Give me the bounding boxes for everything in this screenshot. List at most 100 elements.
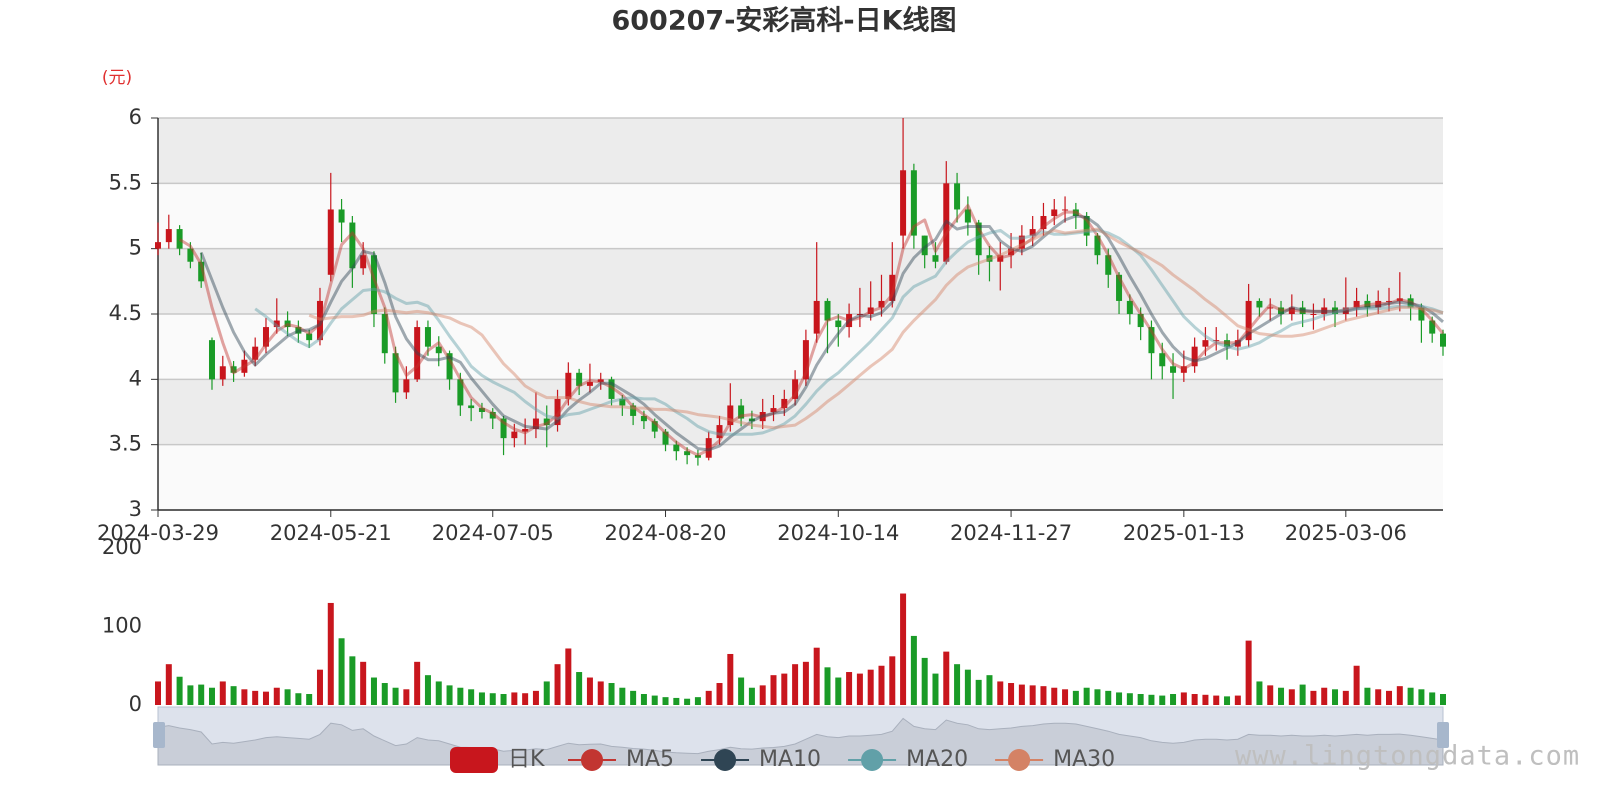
x-tick-label: 2024-05-21 bbox=[270, 521, 392, 545]
volume-tick-label: 200 bbox=[102, 535, 142, 559]
volume-bar bbox=[392, 687, 399, 705]
volume-bar bbox=[446, 685, 453, 705]
volume-bar bbox=[997, 681, 1004, 705]
candle-body bbox=[500, 418, 507, 439]
slider-handle-left[interactable] bbox=[153, 722, 165, 748]
volume-bar bbox=[662, 697, 669, 705]
candle-body bbox=[1364, 300, 1371, 308]
volume-bar bbox=[208, 687, 215, 705]
candle-body bbox=[1342, 307, 1349, 314]
chart-title: 600207-安彩高科-日K线图 bbox=[611, 5, 956, 37]
candle-body bbox=[1256, 300, 1263, 308]
volume-bar bbox=[1364, 687, 1371, 705]
candle-body bbox=[986, 255, 993, 262]
volume-bar bbox=[716, 683, 723, 705]
volume-bar bbox=[489, 693, 496, 705]
legend-label: MA10 bbox=[759, 747, 821, 772]
candle-body bbox=[824, 300, 831, 321]
volume-bar bbox=[241, 689, 248, 705]
volume-bar bbox=[295, 693, 302, 705]
candle-body bbox=[1105, 255, 1112, 275]
volume-bar bbox=[284, 689, 291, 705]
candle-body bbox=[792, 379, 799, 399]
candle-body bbox=[457, 379, 464, 406]
volume-bar bbox=[176, 676, 183, 705]
candle-body bbox=[1234, 340, 1241, 347]
y-tick-label: 4.5 bbox=[109, 301, 142, 325]
candle-body bbox=[651, 421, 658, 432]
candle-body bbox=[230, 366, 237, 373]
candle-body bbox=[1137, 314, 1144, 328]
volume-bar bbox=[1429, 692, 1436, 705]
volume-bar bbox=[1202, 694, 1209, 705]
candle-body bbox=[640, 415, 647, 422]
volume-bar bbox=[1170, 694, 1177, 705]
volume-bar bbox=[424, 675, 431, 705]
volume-bar bbox=[835, 677, 842, 705]
candle-body bbox=[489, 412, 496, 419]
candle-body bbox=[770, 408, 777, 412]
candle-body bbox=[1062, 209, 1069, 211]
candle-body bbox=[586, 381, 593, 386]
candle-body bbox=[511, 431, 518, 439]
volume-bar bbox=[1159, 695, 1166, 705]
candle-body bbox=[943, 183, 950, 262]
volume-bar bbox=[1375, 689, 1382, 705]
volume-bar bbox=[1353, 665, 1360, 705]
candle-body bbox=[198, 261, 205, 282]
candle-body bbox=[813, 300, 820, 334]
candle-body bbox=[1159, 353, 1166, 367]
candle-body bbox=[867, 307, 874, 314]
candle-body bbox=[576, 372, 583, 386]
volume-bar bbox=[370, 677, 377, 705]
volume-bar bbox=[155, 681, 161, 705]
volume-bar bbox=[554, 664, 561, 705]
candle-body bbox=[781, 398, 788, 409]
candle-body bbox=[1407, 298, 1414, 308]
candle-body bbox=[392, 353, 399, 393]
volume-bar bbox=[986, 675, 993, 705]
volume-bar bbox=[1234, 695, 1241, 705]
candle-body bbox=[370, 255, 377, 314]
volume-bar bbox=[1083, 687, 1090, 705]
candle-body bbox=[835, 320, 842, 328]
slider-handle-right[interactable] bbox=[1437, 722, 1449, 748]
candle-body bbox=[1278, 307, 1285, 314]
volume-bar bbox=[360, 661, 367, 705]
volume-bar bbox=[586, 677, 593, 705]
candle-body bbox=[1191, 346, 1198, 367]
candle-body bbox=[414, 327, 421, 380]
candle-body bbox=[554, 398, 561, 426]
legend-label: 日K bbox=[508, 747, 545, 772]
candle-body bbox=[241, 359, 248, 373]
candle-body bbox=[802, 340, 809, 380]
candle-body bbox=[1213, 340, 1220, 342]
volume-bar bbox=[219, 681, 226, 705]
volume-bar bbox=[327, 602, 334, 705]
candle-body bbox=[349, 222, 356, 269]
volume-bar bbox=[1051, 687, 1058, 705]
y-tick-label: 4 bbox=[129, 366, 142, 390]
legend-label: MA5 bbox=[626, 747, 674, 772]
volume-bar bbox=[1148, 694, 1155, 705]
candle-body bbox=[705, 438, 712, 458]
x-tick-label: 2024-03-29 bbox=[97, 521, 219, 545]
volume-bar bbox=[1267, 685, 1274, 705]
split-area bbox=[158, 183, 1443, 249]
volume-bar bbox=[1396, 686, 1403, 705]
volume-bar bbox=[1116, 692, 1123, 705]
candle-body bbox=[759, 412, 766, 422]
volume-bar bbox=[1440, 694, 1446, 705]
candle-body bbox=[360, 255, 367, 269]
volume-bar bbox=[468, 689, 475, 705]
volume-bar bbox=[457, 687, 464, 705]
volume-bar bbox=[802, 661, 809, 705]
candle-body bbox=[597, 379, 604, 382]
volume-bar bbox=[198, 684, 205, 705]
candle-body bbox=[1148, 327, 1155, 354]
ma-line bbox=[308, 227, 1444, 430]
candle-body bbox=[316, 300, 323, 341]
volume-bar bbox=[435, 681, 442, 705]
volume-bar bbox=[813, 647, 820, 705]
